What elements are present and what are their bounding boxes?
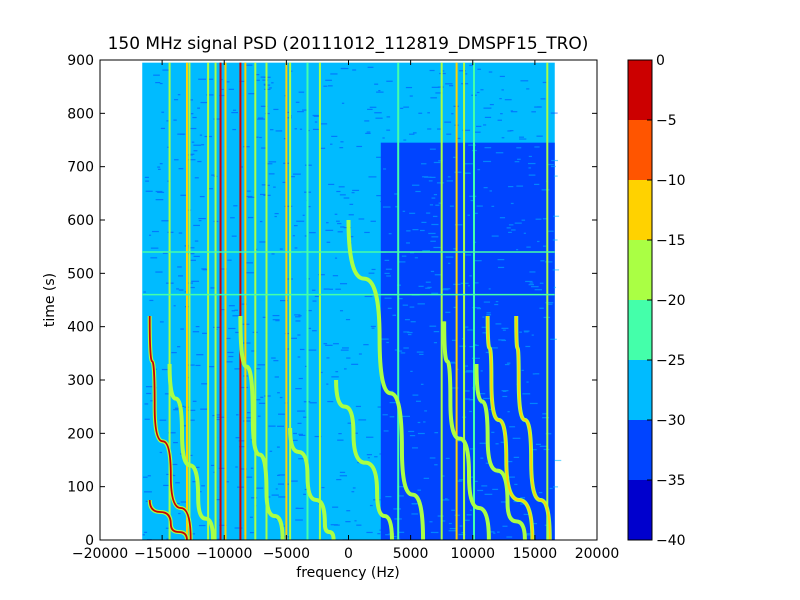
colorbar-tick-label-0: −40	[656, 533, 686, 549]
x-tick-label-5: 5000	[393, 546, 429, 562]
y-axis: 0 100 200 300 400 500 600 700 800 900	[67, 53, 597, 549]
doppler-trace-8	[475, 363, 526, 541]
y-tick-label-7: 700	[67, 160, 94, 176]
doppler-trace-6	[289, 427, 335, 541]
psd-doppler-traces	[147, 219, 552, 541]
x-tick-label-3: −5000	[263, 546, 310, 562]
x-axis: −20000 −15000 −10000 −5000 0 5000 10000 15000 20…	[72, 60, 619, 562]
doppler-trace-5	[335, 379, 393, 541]
colorbar-band-4	[628, 240, 652, 300]
colorbar-band-0	[628, 480, 652, 540]
y-tick-label-1: 100	[67, 480, 94, 496]
y-tick-label-0: 0	[85, 533, 94, 549]
colorbar-band-3	[628, 300, 652, 360]
doppler-trace-10	[515, 315, 551, 541]
colorbar-band-6	[628, 120, 652, 180]
chart-title: 150 MHz signal PSD (20111012_112819_DMSP…	[108, 34, 589, 54]
x-tick-label-7: 15000	[513, 546, 558, 562]
colorbar-band-5	[628, 180, 652, 240]
plot-area	[142, 62, 562, 541]
x-axis-label: frequency (Hz)	[296, 565, 399, 581]
doppler-trace-1	[148, 499, 188, 541]
colorbar-tick-label-1: −35	[656, 473, 686, 489]
y-tick-label-4: 400	[67, 320, 94, 336]
doppler-trace-3	[239, 315, 284, 541]
x-tick-label-6: 10000	[450, 546, 495, 562]
y-axis-label: time (s)	[42, 273, 58, 327]
y-tick-label-8: 800	[67, 106, 94, 122]
y-tick-label-5: 500	[67, 266, 94, 282]
colorbar-tick-label-5: −15	[656, 233, 686, 249]
colorbar-tick-label-4: −20	[656, 293, 686, 309]
x-tick-label-1: −15000	[134, 546, 190, 562]
x-tick-label-0: −20000	[72, 546, 128, 562]
y-tick-label-6: 600	[67, 213, 94, 229]
colorbar-band-2	[628, 360, 652, 420]
colorbar-tick-label-6: −10	[656, 173, 686, 189]
colorbar-band-7	[628, 60, 652, 120]
doppler-trace-4	[347, 219, 424, 541]
x-tick-label-2: −10000	[196, 546, 252, 562]
colorbar-band-1	[628, 420, 652, 480]
colorbar-tick-label-3: −25	[656, 353, 686, 369]
x-tick-label-8: 20000	[575, 546, 620, 562]
y-tick-label-9: 900	[67, 53, 94, 69]
doppler-trace-7	[443, 321, 490, 541]
colorbar-tick-label-8: 0	[656, 53, 665, 69]
y-tick-label-2: 200	[67, 426, 94, 442]
colorbar-tick-label-7: −5	[656, 113, 677, 129]
doppler-trace-9	[486, 315, 534, 541]
colorbar: −40 −35 −30 −25 −20 −15 −10 −5 0	[627, 53, 686, 549]
doppler-trace-0	[148, 315, 192, 541]
x-tick-label-4: 0	[344, 546, 353, 562]
doppler-trace-2	[168, 363, 214, 541]
y-tick-label-3: 300	[67, 373, 94, 389]
colorbar-tick-label-2: −30	[656, 413, 686, 429]
